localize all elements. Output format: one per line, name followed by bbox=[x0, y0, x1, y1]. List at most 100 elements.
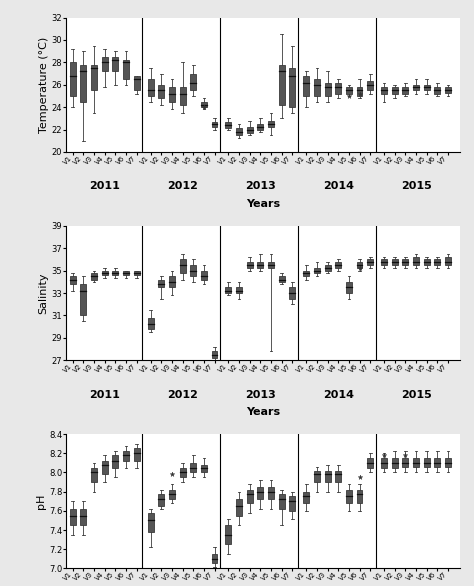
Bar bbox=[346, 490, 352, 503]
Bar bbox=[279, 493, 285, 509]
Bar bbox=[335, 83, 341, 94]
Bar bbox=[381, 260, 387, 265]
Bar bbox=[303, 492, 309, 503]
Bar bbox=[279, 64, 285, 105]
Bar bbox=[435, 458, 440, 466]
Bar bbox=[102, 461, 108, 475]
Bar bbox=[169, 276, 175, 287]
Bar bbox=[445, 257, 451, 265]
Bar bbox=[314, 79, 320, 96]
Bar bbox=[123, 451, 129, 461]
Bar bbox=[367, 260, 373, 265]
Bar bbox=[335, 471, 341, 482]
Bar bbox=[314, 268, 320, 273]
Y-axis label: pH: pH bbox=[36, 493, 46, 509]
Bar bbox=[290, 287, 295, 299]
Bar bbox=[201, 271, 207, 280]
Bar bbox=[413, 257, 419, 265]
Bar bbox=[424, 260, 429, 265]
Bar bbox=[392, 260, 398, 265]
Bar bbox=[392, 87, 398, 94]
Bar bbox=[279, 276, 285, 282]
Bar bbox=[226, 287, 231, 293]
Bar bbox=[402, 458, 408, 466]
Bar bbox=[123, 60, 129, 79]
Bar bbox=[180, 260, 185, 273]
Bar bbox=[158, 85, 164, 98]
Bar bbox=[81, 509, 86, 525]
Bar bbox=[268, 121, 274, 127]
Bar bbox=[91, 64, 97, 90]
Bar bbox=[381, 458, 387, 468]
Bar bbox=[445, 87, 451, 93]
Bar bbox=[356, 262, 363, 268]
Text: Years: Years bbox=[246, 407, 280, 417]
Bar bbox=[424, 85, 429, 90]
Bar bbox=[211, 554, 218, 563]
Bar bbox=[268, 487, 274, 499]
Bar bbox=[325, 471, 330, 482]
Bar bbox=[424, 458, 429, 466]
Bar bbox=[236, 499, 242, 516]
Bar bbox=[180, 87, 185, 105]
Text: 2012: 2012 bbox=[167, 182, 198, 192]
Bar bbox=[148, 79, 154, 96]
Text: 2011: 2011 bbox=[89, 390, 120, 400]
Bar bbox=[335, 262, 341, 268]
Bar bbox=[226, 525, 231, 544]
Text: 2012: 2012 bbox=[167, 390, 198, 400]
Text: 2013: 2013 bbox=[245, 182, 276, 192]
Bar bbox=[169, 490, 175, 499]
Bar bbox=[190, 74, 196, 90]
Bar bbox=[290, 68, 295, 107]
Bar bbox=[112, 57, 118, 71]
Bar bbox=[134, 76, 140, 90]
Text: 2014: 2014 bbox=[323, 182, 354, 192]
Bar bbox=[381, 87, 387, 94]
Bar bbox=[346, 87, 352, 94]
Text: 2013: 2013 bbox=[245, 390, 276, 400]
Bar bbox=[70, 276, 76, 284]
Bar bbox=[169, 87, 175, 101]
Bar bbox=[148, 513, 154, 532]
Bar bbox=[201, 101, 207, 107]
Bar bbox=[346, 282, 352, 293]
Bar bbox=[392, 458, 398, 468]
Bar bbox=[70, 62, 76, 96]
Bar bbox=[211, 122, 218, 127]
Bar bbox=[325, 83, 330, 96]
Text: 2011: 2011 bbox=[89, 182, 120, 192]
Bar bbox=[148, 318, 154, 329]
Bar bbox=[190, 463, 196, 472]
Bar bbox=[91, 273, 97, 280]
Bar bbox=[290, 496, 295, 511]
Bar bbox=[70, 509, 76, 525]
Bar bbox=[102, 271, 108, 275]
Bar bbox=[236, 287, 242, 293]
Bar bbox=[314, 471, 320, 482]
Bar bbox=[236, 128, 242, 135]
Bar bbox=[81, 64, 86, 101]
Bar bbox=[201, 465, 207, 472]
Bar bbox=[402, 260, 408, 265]
Bar bbox=[303, 271, 309, 276]
Bar bbox=[325, 265, 330, 271]
Bar bbox=[102, 57, 108, 71]
Bar bbox=[413, 458, 419, 466]
Bar bbox=[247, 127, 253, 133]
Bar bbox=[158, 493, 164, 506]
Text: 2015: 2015 bbox=[401, 390, 431, 400]
Bar bbox=[356, 87, 363, 96]
Bar bbox=[226, 122, 231, 128]
Text: 2014: 2014 bbox=[323, 390, 354, 400]
Bar bbox=[112, 271, 118, 275]
Bar bbox=[356, 490, 363, 503]
Bar bbox=[268, 262, 274, 268]
Bar bbox=[367, 458, 373, 468]
Bar bbox=[247, 490, 253, 503]
Bar bbox=[435, 260, 440, 265]
Y-axis label: Salinity: Salinity bbox=[39, 272, 49, 314]
Y-axis label: Temperature (°C): Temperature (°C) bbox=[39, 37, 49, 133]
Bar bbox=[158, 280, 164, 287]
Bar bbox=[190, 265, 196, 276]
